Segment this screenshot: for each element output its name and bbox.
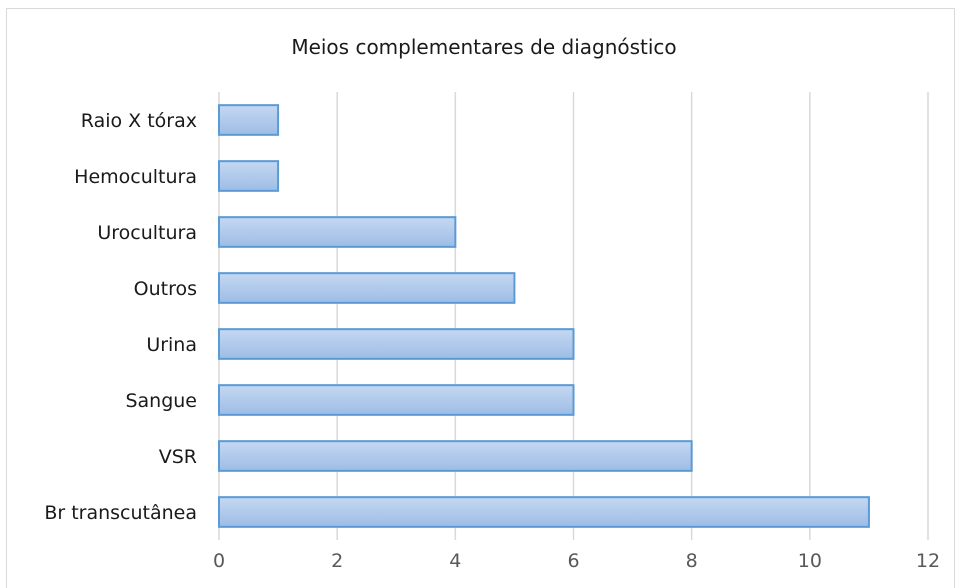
x-tick-label: 8	[686, 550, 698, 572]
x-tick-label: 6	[567, 550, 579, 572]
bar	[218, 440, 693, 472]
bar	[218, 496, 870, 528]
x-tick-label: 2	[331, 550, 343, 572]
category-labels: Raio X tórax Hemocultura Urocultura Outros U…	[44, 110, 197, 524]
category-label: VSR	[159, 446, 197, 468]
bars	[218, 104, 870, 528]
x-tick-label: 0	[213, 550, 225, 572]
bar	[218, 104, 280, 136]
x-tick-label: 12	[916, 550, 940, 572]
bar	[218, 272, 516, 304]
bar	[218, 216, 457, 248]
category-label: Sangue	[125, 390, 197, 412]
x-tick-label: 10	[798, 550, 822, 572]
category-label: Outros	[134, 278, 197, 300]
bar	[218, 384, 575, 416]
category-label: Raio X tórax	[81, 110, 197, 132]
category-label: Urocultura	[97, 222, 197, 244]
x-tick-labels: 0 2 4 6 8 10 12	[213, 550, 940, 572]
x-tick-label: 4	[449, 550, 461, 572]
category-label: Br transcutânea	[44, 502, 197, 524]
category-label: Hemocultura	[74, 166, 197, 188]
chart-title: Meios complementares de diagnóstico	[291, 35, 676, 59]
bar	[218, 160, 280, 192]
bar	[218, 328, 575, 360]
category-label: Urina	[146, 334, 197, 356]
gridlines	[218, 92, 929, 540]
